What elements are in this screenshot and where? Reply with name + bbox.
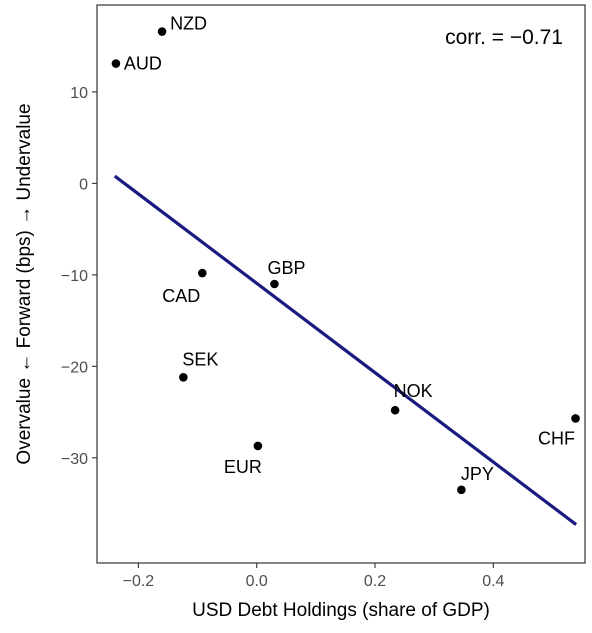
axis-layer: −0.2 0.0 0.2 0.4 10 0 −10 −20 −30	[61, 85, 505, 590]
plot-panel-border	[96, 4, 586, 564]
point-label-nzd: NZD	[170, 14, 207, 34]
point-label-eur: EUR	[224, 457, 262, 477]
data-point-aud	[111, 59, 121, 68]
point-label-jpy: JPY	[461, 464, 494, 484]
y-axis-title: Overvalue ← Forward (bps) → Undervalue	[14, 103, 35, 464]
x-tick-label: 0.4	[482, 573, 504, 590]
correlation-annotation: corr. = −0.71	[445, 26, 563, 49]
x-tick-label: 0.2	[364, 573, 386, 590]
data-point-jpy	[457, 485, 466, 495]
point-label-sek: SEK	[182, 349, 218, 369]
x-tick-label: −0.2	[123, 573, 155, 590]
data-point-gbp	[270, 279, 279, 289]
y-tick-label: −30	[61, 451, 88, 468]
x-tick-label: 0.0	[246, 573, 268, 590]
y-tick-label: −20	[61, 359, 88, 376]
point-label-chf: CHF	[538, 428, 575, 448]
y-tick-label: 0	[79, 176, 88, 193]
y-tick-label: 10	[70, 85, 88, 102]
point-label-gbp: GBP	[267, 258, 305, 278]
point-label-nok: NOK	[394, 381, 433, 401]
regression-line	[113, 174, 578, 526]
data-point-sek	[179, 373, 188, 382]
point-label-cad: CAD	[162, 286, 200, 306]
y-tick-label: −10	[61, 268, 88, 285]
data-point-cad	[197, 268, 207, 278]
data-point-chf	[571, 414, 580, 423]
data-point-eur	[253, 441, 263, 451]
plot-layer: NZD AUD CAD GBP SEK EUR NOK JPY CHF	[111, 14, 580, 526]
x-axis-title: USD Debt Holdings (share of GDP)	[192, 600, 490, 621]
data-point-nzd	[157, 27, 167, 36]
point-label-aud: AUD	[124, 54, 162, 74]
data-point-nok	[390, 405, 400, 415]
